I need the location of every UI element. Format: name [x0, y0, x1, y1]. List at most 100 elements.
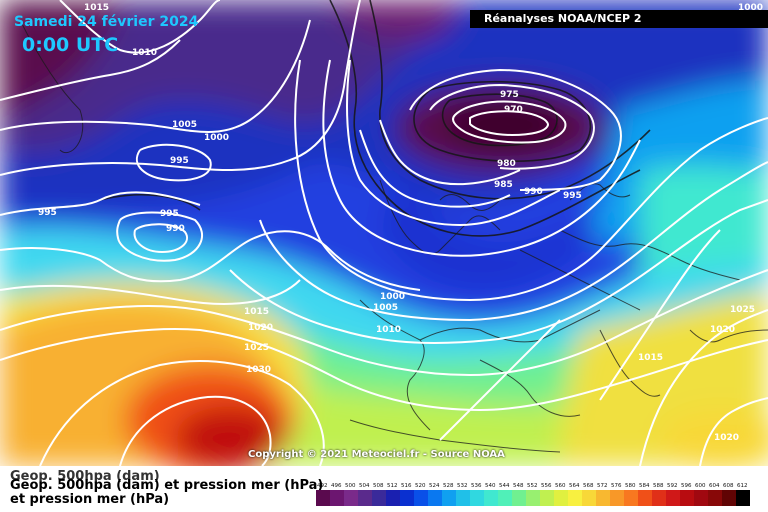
isobar-labels: 1015 1010 1005 1000 995 995 995 990 975 … [38, 3, 763, 443]
legend-subtitle: et pression mer (hPa) [10, 492, 170, 507]
isobar-label: 995 [38, 208, 57, 218]
scale-swatch [638, 490, 653, 506]
scale-tick-label: 520 [415, 483, 426, 489]
scale-tick-label: 556 [541, 483, 552, 489]
color-scale: 492 496 500 504 508 512 516 520 524 528 532 536 540 5… [316, 483, 750, 506]
scale-swatch [442, 490, 457, 506]
scale-swatch [736, 490, 750, 506]
scale-tick-label: 500 [345, 483, 356, 489]
scale-swatch [526, 490, 541, 506]
isobar-label: 1005 [373, 303, 398, 313]
copyright-text: Copyright © 2021 Meteociel.fr - Source N… [248, 449, 505, 460]
scale-tick-label: 608 [723, 483, 734, 489]
scale-tick-label: 524 [429, 483, 440, 489]
scale-tick-label: 508 [373, 483, 384, 489]
scale-swatch [484, 490, 499, 506]
scale-tick-label: 600 [695, 483, 706, 489]
scale-tick-label: 532 [457, 483, 468, 489]
scale-tick-label: 548 [513, 483, 524, 489]
scale-tick-label: 560 [555, 483, 566, 489]
isobar-label: 1015 [84, 3, 109, 13]
scale-swatch [666, 490, 681, 506]
isobar-label: 1020 [714, 433, 739, 443]
scale-swatch [610, 490, 625, 506]
scale-tick-label: 576 [611, 483, 622, 489]
scale-tick-label: 512 [387, 483, 398, 489]
scale-swatch [554, 490, 569, 506]
scale-tick-label: 528 [443, 483, 454, 489]
isobar-label: 975 [500, 90, 519, 100]
scale-tick-label: 568 [583, 483, 594, 489]
legend-title: Geop. 500hpa (dam) et pression mer (hPa) [10, 478, 324, 493]
scale-swatch [498, 490, 513, 506]
isobar-label: 1025 [244, 343, 269, 353]
scale-tick-label: 536 [471, 483, 482, 489]
isobar-label: 1020 [248, 323, 273, 333]
scale-tick-label: 504 [359, 483, 370, 489]
scale-tick-label: 552 [527, 483, 538, 489]
scale-swatch [386, 490, 401, 506]
isobar-label: 990 [166, 224, 185, 234]
scale-swatch [330, 490, 345, 506]
isobar-label: 990 [524, 187, 543, 197]
map-time: 0:00 UTC [22, 34, 119, 56]
scale-tick-label: 584 [639, 483, 650, 489]
scale-swatch [708, 490, 723, 506]
scale-tick-label: 544 [499, 483, 510, 489]
isobar-lines [0, 0, 768, 466]
scale-swatch [568, 490, 583, 506]
scale-swatch [344, 490, 359, 506]
scale-swatch [722, 490, 737, 506]
scale-swatch [680, 490, 695, 506]
map-date: Samedi 24 février 2024 [14, 14, 199, 30]
scale-tick-label: 564 [569, 483, 580, 489]
scale-tick-label: 540 [485, 483, 496, 489]
scale-tick-label: 516 [401, 483, 412, 489]
isobar-label: 995 [563, 191, 582, 201]
scale-swatch [540, 490, 555, 506]
isobar-label: 980 [497, 159, 516, 169]
isobar-label: 1000 [380, 292, 405, 302]
scale-tick-label: 592 [667, 483, 678, 489]
scale-tick-label: 496 [331, 483, 342, 489]
isobar-label: 1000 [738, 3, 763, 13]
isobar-label: 1015 [638, 353, 663, 363]
scale-tick-label: 604 [709, 483, 720, 489]
scale-swatch [358, 490, 373, 506]
scale-tick-label: 588 [653, 483, 664, 489]
coastlines [19, 19, 768, 453]
scale-tick-label: 572 [597, 483, 608, 489]
scale-swatch [316, 490, 331, 506]
isobar-label: 1015 [244, 307, 269, 317]
scale-tick-label: 612 [737, 483, 748, 489]
scale-swatch [624, 490, 639, 506]
scale-swatch [694, 490, 709, 506]
scale-swatch [512, 490, 527, 506]
isobar-label: 1020 [710, 325, 735, 335]
scale-swatch [372, 490, 387, 506]
isobar-label: 1010 [132, 48, 157, 58]
scale-swatch [470, 490, 485, 506]
scale-swatch [400, 490, 415, 506]
geopotential-contours [99, 0, 651, 237]
scale-swatch [414, 490, 429, 506]
isobar-label: 970 [504, 105, 523, 115]
isobar-label: 1010 [376, 325, 401, 335]
isobar-label: 995 [160, 209, 179, 219]
scale-swatch [456, 490, 471, 506]
scale-swatch [582, 490, 597, 506]
isobar-label: 985 [494, 180, 513, 190]
legend-title-shadow: Geop. 500hpa (dam) [10, 469, 160, 484]
scale-tick-label: 596 [681, 483, 692, 489]
geopotential-map: 1015 1010 1005 1000 995 995 995 990 975 … [0, 0, 768, 466]
scale-swatch [652, 490, 667, 506]
isobar-label: 995 [170, 156, 189, 166]
scale-tick-label: 580 [625, 483, 636, 489]
isobar-label: 1030 [246, 365, 271, 375]
isobar-label: 1005 [172, 120, 197, 130]
isobar-label: 1000 [204, 133, 229, 143]
source-label: Réanalyses NOAA/NCEP 2 [470, 10, 768, 28]
isobar-label: 1025 [730, 305, 755, 315]
scale-swatch [428, 490, 443, 506]
